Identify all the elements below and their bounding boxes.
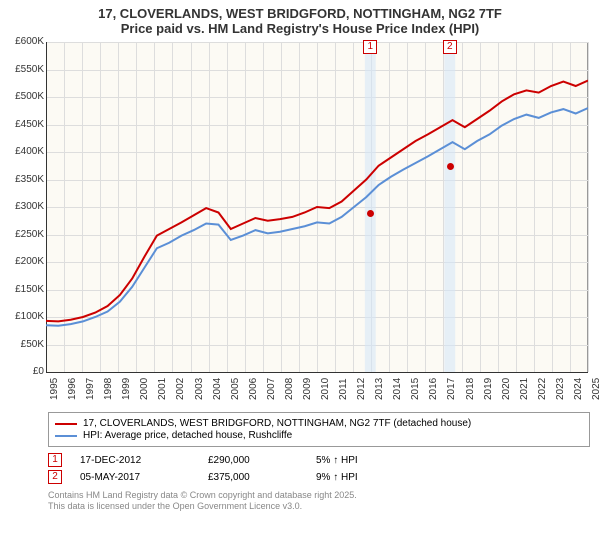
- legend-row: 17, CLOVERLANDS, WEST BRIDGFORD, NOTTING…: [55, 418, 583, 429]
- x-tick-label: 2003: [194, 378, 205, 400]
- sale-date: 05-MAY-2017: [80, 472, 190, 483]
- x-tick-label: 2021: [519, 378, 530, 400]
- x-tick-label: 1999: [121, 378, 132, 400]
- y-tick-label: £400K: [4, 146, 44, 157]
- y-tick-label: £50K: [4, 339, 44, 350]
- sale-marker: 2: [443, 40, 457, 54]
- y-tick-label: £550K: [4, 64, 44, 75]
- y-tick-label: £150K: [4, 284, 44, 295]
- legend-swatch: [55, 435, 77, 437]
- x-tick-label: 2005: [230, 378, 241, 400]
- chart-area: £0 £50K £100K £150K £200K £250K £300K £350K £400…: [4, 38, 594, 408]
- y-tick-label: £600K: [4, 36, 44, 47]
- data-point-rows: 1 17-DEC-2012 £290,000 5% ↑ HPI 2 05-MAY-2017…: [48, 453, 590, 484]
- sale-dot: [447, 163, 454, 170]
- sale-date: 17-DEC-2012: [80, 455, 190, 466]
- x-tick-label: 2022: [537, 378, 548, 400]
- x-axis: [46, 372, 588, 373]
- y-tick-label: £0: [4, 366, 44, 377]
- x-tick-label: 2006: [248, 378, 259, 400]
- legend-label: HPI: Average price, detached house, Rush…: [83, 430, 292, 441]
- footer-line-2: This data is licensed under the Open Gov…: [48, 501, 590, 512]
- legend-row: HPI: Average price, detached house, Rush…: [55, 430, 583, 441]
- x-tick-label: 2009: [302, 378, 313, 400]
- title-line-2: Price paid vs. HM Land Registry's House …: [10, 21, 590, 36]
- x-tick-label: 2018: [465, 378, 476, 400]
- series-line: [46, 81, 588, 322]
- x-tick-label: 2011: [338, 378, 349, 400]
- sale-price: £375,000: [208, 472, 298, 483]
- sale-data-row: 2 05-MAY-2017 £375,000 9% ↑ HPI: [48, 470, 590, 484]
- x-tick-label: 1997: [85, 378, 96, 400]
- x-tick-label: 2007: [266, 378, 277, 400]
- x-tick-label: 2000: [139, 378, 150, 400]
- x-tick-label: 2015: [410, 378, 421, 400]
- x-tick-label: 2013: [374, 378, 385, 400]
- legend-label: 17, CLOVERLANDS, WEST BRIDGFORD, NOTTING…: [83, 418, 471, 429]
- footer-attribution: Contains HM Land Registry data © Crown c…: [48, 490, 590, 513]
- y-tick-label: £300K: [4, 201, 44, 212]
- y-tick-label: £100K: [4, 311, 44, 322]
- sale-price: £290,000: [208, 455, 298, 466]
- sale-marker-inline: 1: [48, 453, 62, 467]
- sale-delta: 5% ↑ HPI: [316, 455, 358, 466]
- x-tick-label: 2019: [483, 378, 494, 400]
- x-tick-label: 2024: [573, 378, 584, 400]
- x-tick-label: 2017: [446, 378, 457, 400]
- legend-swatch: [55, 423, 77, 425]
- series-line: [46, 108, 588, 326]
- x-tick-label: 1998: [103, 378, 114, 400]
- x-tick-label: 2014: [392, 378, 403, 400]
- x-tick-label: 2025: [591, 378, 600, 400]
- x-tick-label: 2001: [157, 378, 168, 400]
- sale-marker-inline: 2: [48, 470, 62, 484]
- x-tick-label: 2023: [555, 378, 566, 400]
- shaded-band: [365, 42, 376, 372]
- x-tick-label: 1996: [67, 378, 78, 400]
- x-tick-label: 2004: [212, 378, 223, 400]
- sale-data-row: 1 17-DEC-2012 £290,000 5% ↑ HPI: [48, 453, 590, 467]
- title-line-1: 17, CLOVERLANDS, WEST BRIDGFORD, NOTTING…: [10, 6, 590, 21]
- y-tick-label: £450K: [4, 119, 44, 130]
- sale-marker: 1: [363, 40, 377, 54]
- sale-delta: 9% ↑ HPI: [316, 472, 358, 483]
- chart-lines: [46, 42, 588, 372]
- x-gridline: [588, 42, 589, 372]
- footer-line-1: Contains HM Land Registry data © Crown c…: [48, 490, 590, 501]
- y-tick-label: £250K: [4, 229, 44, 240]
- x-tick-label: 1995: [49, 378, 60, 400]
- y-tick-label: £500K: [4, 91, 44, 102]
- x-tick-label: 2002: [175, 378, 186, 400]
- x-tick-label: 2012: [356, 378, 367, 400]
- y-tick-label: £350K: [4, 174, 44, 185]
- x-tick-label: 2010: [320, 378, 331, 400]
- shaded-band: [444, 42, 455, 372]
- x-tick-label: 2016: [428, 378, 439, 400]
- x-tick-label: 2008: [284, 378, 295, 400]
- chart-title: 17, CLOVERLANDS, WEST BRIDGFORD, NOTTING…: [0, 0, 600, 38]
- legend: 17, CLOVERLANDS, WEST BRIDGFORD, NOTTING…: [48, 412, 590, 447]
- y-tick-label: £200K: [4, 256, 44, 267]
- x-tick-label: 2020: [501, 378, 512, 400]
